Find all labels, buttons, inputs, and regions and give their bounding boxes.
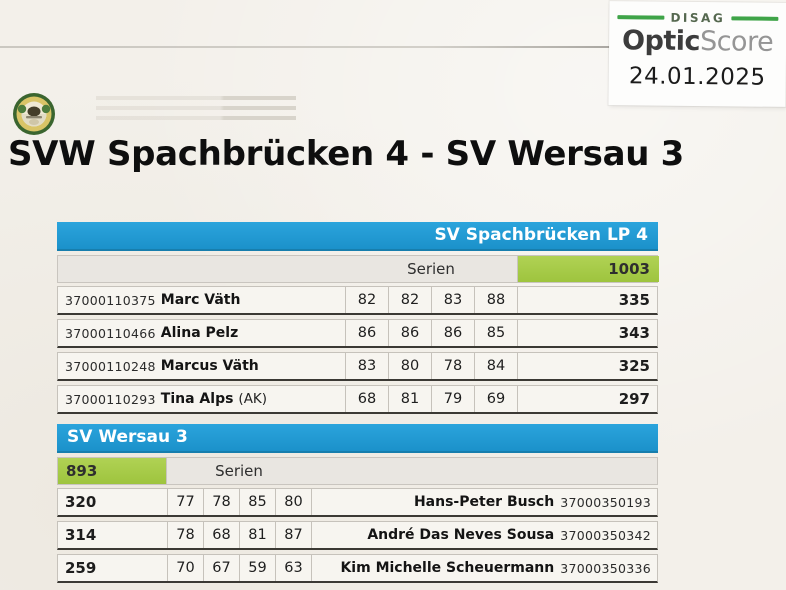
series-value: 87 — [275, 522, 311, 548]
shooter-name: Alina Pelz — [160, 325, 239, 341]
home-team-header: SV Spachbrücken LP 4 — [57, 222, 658, 251]
series-value: 85 — [239, 489, 275, 515]
series-value: 84 — [474, 353, 517, 379]
score-tables: SV Spachbrücken LP 4 Serien 1003 3700011… — [57, 222, 659, 587]
series-value: 80 — [388, 353, 431, 379]
shooter-identity: Hans-Peter Busch 37000350193 — [311, 489, 659, 515]
opticscore-wordmark: OpticScore — [617, 25, 778, 58]
shooter-row: 37000110375 Marc Väth 82 82 83 88 335 — [57, 286, 658, 315]
disag-bar-left-icon — [617, 15, 665, 20]
page-title: SVW Spachbrücken 4 - SV Wersau 3 — [8, 134, 685, 174]
spacer-cell — [311, 458, 659, 484]
series-value: 82 — [345, 287, 388, 313]
away-series-header-row: 893 Serien — [57, 457, 658, 485]
opticscore-score: Score — [699, 26, 774, 58]
report-date: 24.01.2025 — [628, 63, 766, 91]
opticscore-logo-box: DISAG OpticScore 24.01.2025 — [608, 1, 786, 107]
shooter-identity: 37000110466 Alina Pelz — [58, 320, 345, 346]
series-value: 68 — [345, 386, 388, 412]
shooter-row: 320 77 78 85 80 Hans-Peter Busch 3700035… — [57, 488, 658, 517]
scan-artifact — [96, 96, 296, 126]
series-value: 82 — [388, 287, 431, 313]
shooter-total: 335 — [517, 287, 659, 313]
shooter-identity: 37000110293 Tina Alps (AK) — [58, 386, 345, 412]
series-value: 86 — [388, 320, 431, 346]
shooter-id: 37000110466 — [65, 325, 156, 341]
shooter-identity: André Das Neves Sousa 37000350342 — [311, 522, 659, 548]
home-team-table: SV Spachbrücken LP 4 Serien 1003 3700011… — [57, 222, 659, 414]
series-label: Serien — [407, 260, 455, 278]
series-value: 78 — [167, 522, 203, 548]
scan-fold-line — [0, 46, 618, 48]
shooter-id: 37000110248 — [65, 358, 156, 374]
series-value: 81 — [239, 522, 275, 548]
shooter-name: Marcus Väth — [160, 358, 259, 374]
series-value: 68 — [203, 522, 239, 548]
shooter-name: Tina Alps — [160, 391, 234, 407]
series-value: 77 — [167, 489, 203, 515]
series-label: Serien — [215, 462, 263, 480]
shooter-row: 37000110293 Tina Alps (AK) 68 81 79 69 2… — [57, 385, 658, 414]
shooter-identity: 37000110248 Marcus Väth — [58, 353, 345, 379]
series-value: 80 — [275, 489, 311, 515]
series-value: 78 — [431, 353, 474, 379]
shooter-row: 259 70 67 59 63 Kim Michelle Scheuermann… — [57, 554, 658, 583]
series-value: 67 — [203, 555, 239, 581]
series-value: 81 — [388, 386, 431, 412]
shooter-identity: Kim Michelle Scheuermann 37000350336 — [311, 555, 659, 581]
shooter-name: Marc Väth — [160, 292, 241, 308]
series-value: 59 — [239, 555, 275, 581]
series-value: 79 — [431, 386, 474, 412]
away-team-total: 893 — [58, 458, 167, 484]
home-team-total: 1003 — [517, 256, 659, 282]
series-value: 63 — [275, 555, 311, 581]
series-value: 69 — [474, 386, 517, 412]
series-value: 86 — [345, 320, 388, 346]
disag-wordmark: DISAG — [670, 10, 726, 26]
shooter-total: 320 — [65, 493, 97, 511]
shooter-id: 37000350193 — [560, 494, 651, 510]
shooter-row: 37000110248 Marcus Väth 83 80 78 84 325 — [57, 352, 658, 381]
shooter-id: 37000110375 — [65, 292, 156, 308]
shooter-name: André Das Neves Sousa — [367, 527, 555, 543]
club-crest-icon — [13, 93, 55, 135]
shooter-total: 314 — [65, 526, 97, 544]
disag-logo: DISAG — [617, 10, 779, 26]
shooter-id: 37000350336 — [560, 560, 651, 576]
series-value: 85 — [474, 320, 517, 346]
series-value: 83 — [431, 287, 474, 313]
shooter-id: 37000110293 — [65, 391, 156, 407]
series-value: 83 — [345, 353, 388, 379]
shooter-total: 325 — [517, 353, 659, 379]
series-value: 88 — [474, 287, 517, 313]
home-series-header-row: Serien 1003 — [57, 255, 659, 283]
shooter-total: 259 — [65, 559, 97, 577]
spacer-cell — [58, 256, 345, 282]
club-crest-logo — [12, 92, 56, 136]
shooter-row: 37000110466 Alina Pelz 86 86 86 85 343 — [57, 319, 658, 348]
shooter-id: 37000350342 — [560, 527, 651, 543]
disag-bar-right-icon — [731, 16, 779, 21]
shooter-row: 314 78 68 81 87 André Das Neves Sousa 37… — [57, 521, 658, 550]
series-value: 78 — [203, 489, 239, 515]
shooter-total: 297 — [517, 386, 659, 412]
away-team-header: SV Wersau 3 — [57, 424, 658, 453]
opticscore-optic: Optic — [621, 25, 701, 58]
shooter-name: Kim Michelle Scheuermann — [340, 560, 555, 576]
shooter-identity: 37000110375 Marc Väth — [58, 287, 345, 313]
shooter-total: 343 — [517, 320, 659, 346]
shooter-suffix: (AK) — [238, 391, 268, 407]
series-value: 86 — [431, 320, 474, 346]
away-team-table: SV Wersau 3 893 Serien 320 77 78 85 80 H… — [57, 424, 658, 583]
shooter-name: Hans-Peter Busch — [413, 494, 555, 510]
series-value: 70 — [167, 555, 203, 581]
